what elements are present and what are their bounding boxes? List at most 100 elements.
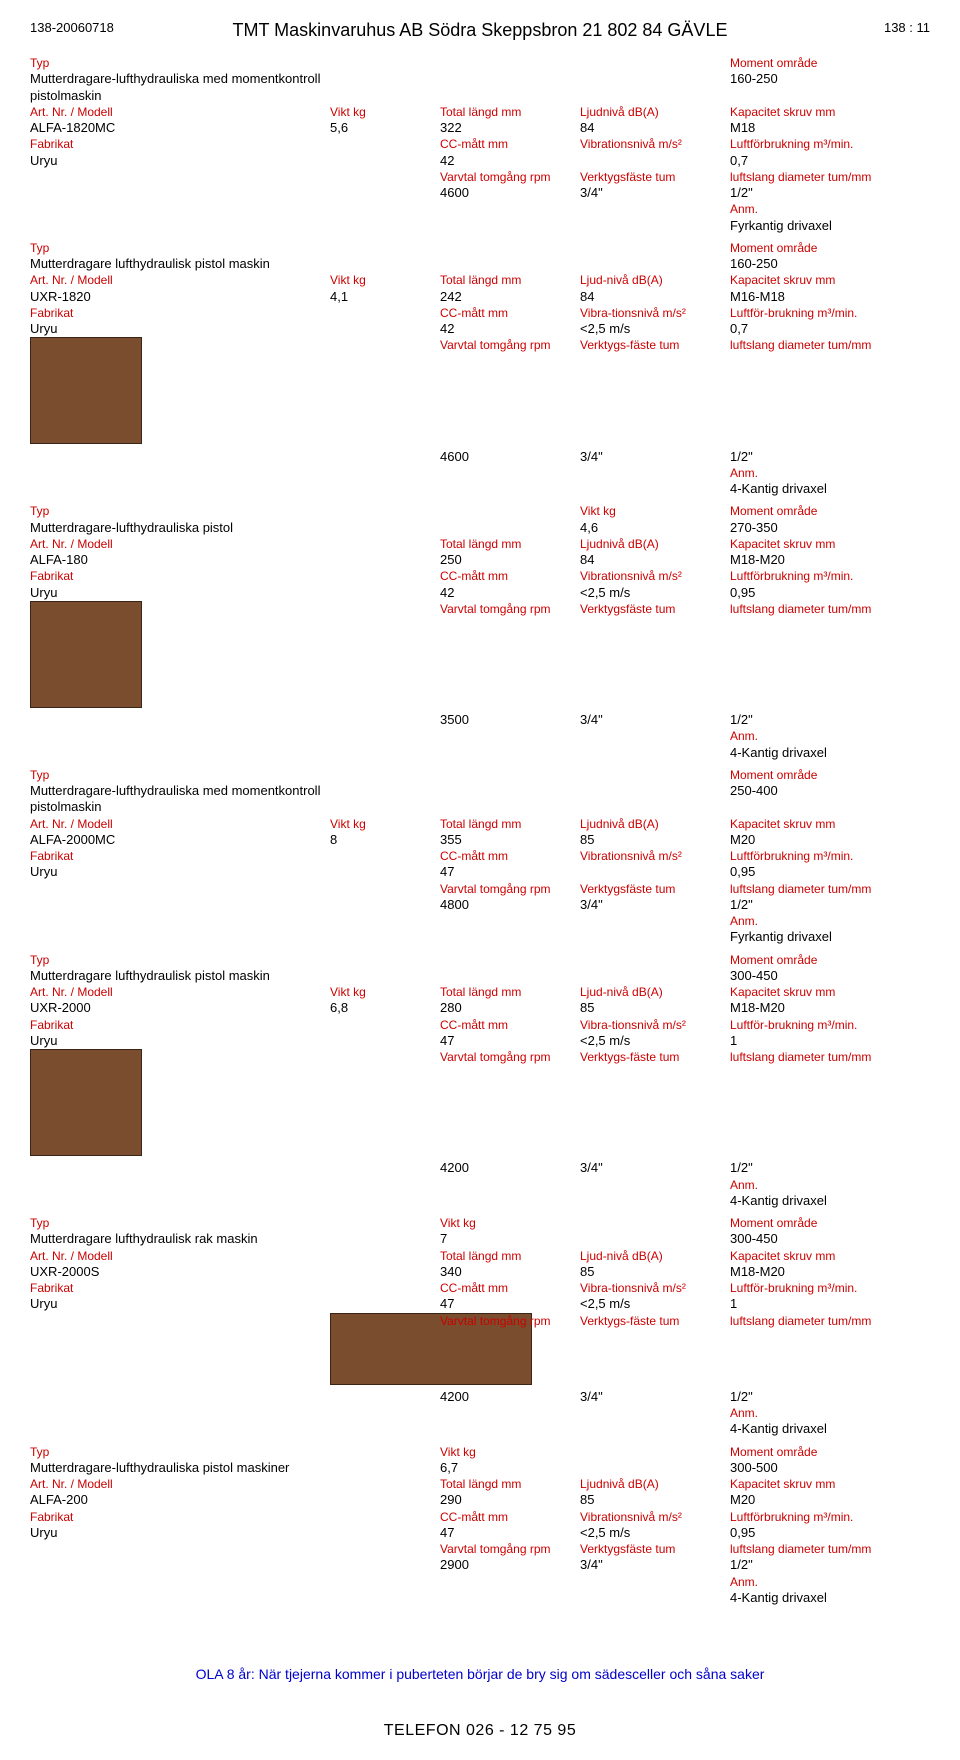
header-left: 138-20060718 xyxy=(30,20,130,41)
cc-matt-value: 42 xyxy=(440,585,454,600)
art-value: UXR-1820 xyxy=(30,289,91,304)
product-block: Typ Moment område Mutterdragare lufthydr… xyxy=(30,240,930,498)
luftslang-value: 1/2" xyxy=(730,712,753,727)
typ-value: Mutterdragare lufthydraulisk pistol mask… xyxy=(30,968,270,983)
anm-label: Anm. xyxy=(730,729,758,743)
cc-matt-label: CC-mått mm xyxy=(440,1510,508,1524)
typ-label: Typ xyxy=(30,768,49,782)
art-label: Art. Nr. / Modell xyxy=(30,537,113,551)
art-value: UXR-2000S xyxy=(30,1264,99,1279)
cc-matt-label: CC-mått mm xyxy=(440,137,508,151)
fabrikat-value: Uryu xyxy=(30,1525,57,1540)
verktygsfaste-label: Verktygs-fäste tum xyxy=(580,338,679,352)
cc-matt-label: CC-mått mm xyxy=(440,1018,508,1032)
moment-label: Moment område xyxy=(730,56,817,70)
anm-value: Fyrkantig drivaxel xyxy=(730,218,832,233)
moment-value: 250-400 xyxy=(730,783,778,798)
fabrikat-label: Fabrikat xyxy=(30,137,73,151)
cc-matt-value: 47 xyxy=(440,864,454,879)
kapacitet-label: Kapacitet skruv mm xyxy=(730,1477,835,1491)
luftslang-value: 1/2" xyxy=(730,1160,753,1175)
varvtal-label: Varvtal tomgång rpm xyxy=(440,170,551,184)
luftforbrukning-value: 0,95 xyxy=(730,585,755,600)
art-label: Art. Nr. / Modell xyxy=(30,985,113,999)
kapacitet-value: M20 xyxy=(730,832,755,847)
kapacitet-label: Kapacitet skruv mm xyxy=(730,1249,835,1263)
vikt-value: 6,7 xyxy=(440,1460,458,1475)
moment-value: 300-450 xyxy=(730,1231,778,1246)
tool-image xyxy=(30,601,142,708)
luftforbrukning-value: 0,7 xyxy=(730,321,748,336)
vibration-label: Vibrationsnivå m/s² xyxy=(580,137,682,151)
vibration-value: <2,5 m/s xyxy=(580,1033,630,1048)
cc-matt-label: CC-mått mm xyxy=(440,569,508,583)
total-langd-value: 322 xyxy=(440,120,462,135)
varvtal-value: 4600 xyxy=(440,185,469,200)
varvtal-value: 4200 xyxy=(440,1389,469,1404)
fabrikat-value: Uryu xyxy=(30,321,57,336)
cc-matt-value: 47 xyxy=(440,1296,454,1311)
luftforbrukning-label: Luftför-brukning m³/min. xyxy=(730,1018,857,1032)
varvtal-label: Varvtal tomgång rpm xyxy=(440,1542,551,1556)
luftslang-value: 1/2" xyxy=(730,185,753,200)
art-value: ALFA-180 xyxy=(30,552,88,567)
anm-label: Anm. xyxy=(730,466,758,480)
total-langd-value: 355 xyxy=(440,832,462,847)
moment-label: Moment område xyxy=(730,1216,817,1230)
kapacitet-value: M18-M20 xyxy=(730,1264,785,1279)
varvtal-label: Varvtal tomgång rpm xyxy=(440,1050,551,1064)
verktygsfaste-value: 3/4" xyxy=(580,1160,603,1175)
moment-label: Moment område xyxy=(730,1445,817,1459)
moment-label: Moment område xyxy=(730,768,817,782)
footer-phone: TELEFON 026 - 12 75 95 xyxy=(30,1722,930,1740)
luftslang-label: luftslang diameter tum/mm xyxy=(730,1542,871,1556)
moment-value: 270-350 xyxy=(730,520,778,535)
art-value: ALFA-1820MC xyxy=(30,120,115,135)
verktygsfaste-value: 3/4" xyxy=(580,449,603,464)
product-block: Typ Vikt kg Moment område Mutterdragare … xyxy=(30,1215,930,1438)
vibration-value: <2,5 m/s xyxy=(580,585,630,600)
total-langd-value: 250 xyxy=(440,552,462,567)
varvtal-label: Varvtal tomgång rpm xyxy=(440,602,551,616)
luftforbrukning-label: Luftförbrukning m³/min. xyxy=(730,137,853,151)
ljudniva-label: Ljudnivå dB(A) xyxy=(580,105,659,119)
kapacitet-label: Kapacitet skruv mm xyxy=(730,985,835,999)
anm-label: Anm. xyxy=(730,202,758,216)
luftforbrukning-label: Luftförbrukning m³/min. xyxy=(730,849,853,863)
cc-matt-value: 47 xyxy=(440,1033,454,1048)
anm-value: 4-Kantig drivaxel xyxy=(730,1590,827,1605)
vikt-value: 4,1 xyxy=(330,289,348,304)
header-center: TMT Maskinvaruhus AB Södra Skeppsbron 21… xyxy=(130,20,830,41)
kapacitet-label: Kapacitet skruv mm xyxy=(730,105,835,119)
verktygsfaste-label: Verktygsfäste tum xyxy=(580,602,675,616)
luftforbrukning-label: Luftför-brukning m³/min. xyxy=(730,306,857,320)
moment-value: 300-450 xyxy=(730,968,778,983)
total-langd-label: Total längd mm xyxy=(440,1477,521,1491)
tool-image xyxy=(30,1049,142,1156)
vibration-label: Vibra-tionsnivå m/s² xyxy=(580,1018,686,1032)
typ-label: Typ xyxy=(30,241,49,255)
anm-value: 4-Kantig drivaxel xyxy=(730,1421,827,1436)
header-right: 138 : 11 xyxy=(830,20,930,41)
art-label: Art. Nr. / Modell xyxy=(30,273,113,287)
vikt-value: 6,8 xyxy=(330,1000,348,1015)
verktygsfaste-label: Verktygs-fäste tum xyxy=(580,1314,679,1328)
typ-label: Typ xyxy=(30,1216,49,1230)
varvtal-value: 4200 xyxy=(440,1160,469,1175)
vibration-label: Vibrationsnivå m/s² xyxy=(580,569,682,583)
typ-value: Mutterdragare lufthydraulisk pistol mask… xyxy=(30,256,270,271)
fabrikat-value: Uryu xyxy=(30,1033,57,1048)
fabrikat-label: Fabrikat xyxy=(30,849,73,863)
kapacitet-value: M16-M18 xyxy=(730,289,785,304)
art-label: Art. Nr. / Modell xyxy=(30,1477,113,1491)
verktygsfaste-value: 3/4" xyxy=(580,1557,603,1572)
fabrikat-value: Uryu xyxy=(30,1296,57,1311)
moment-value: 160-250 xyxy=(730,71,778,86)
fabrikat-value: Uryu xyxy=(30,585,57,600)
luftslang-value: 1/2" xyxy=(730,1557,753,1572)
luftforbrukning-label: Luftför-brukning m³/min. xyxy=(730,1281,857,1295)
luftforbrukning-value: 0,95 xyxy=(730,1525,755,1540)
luftforbrukning-value: 0,95 xyxy=(730,864,755,879)
luftforbrukning-value: 1 xyxy=(730,1296,737,1311)
ljudniva-label: Ljud-nivå dB(A) xyxy=(580,273,663,287)
